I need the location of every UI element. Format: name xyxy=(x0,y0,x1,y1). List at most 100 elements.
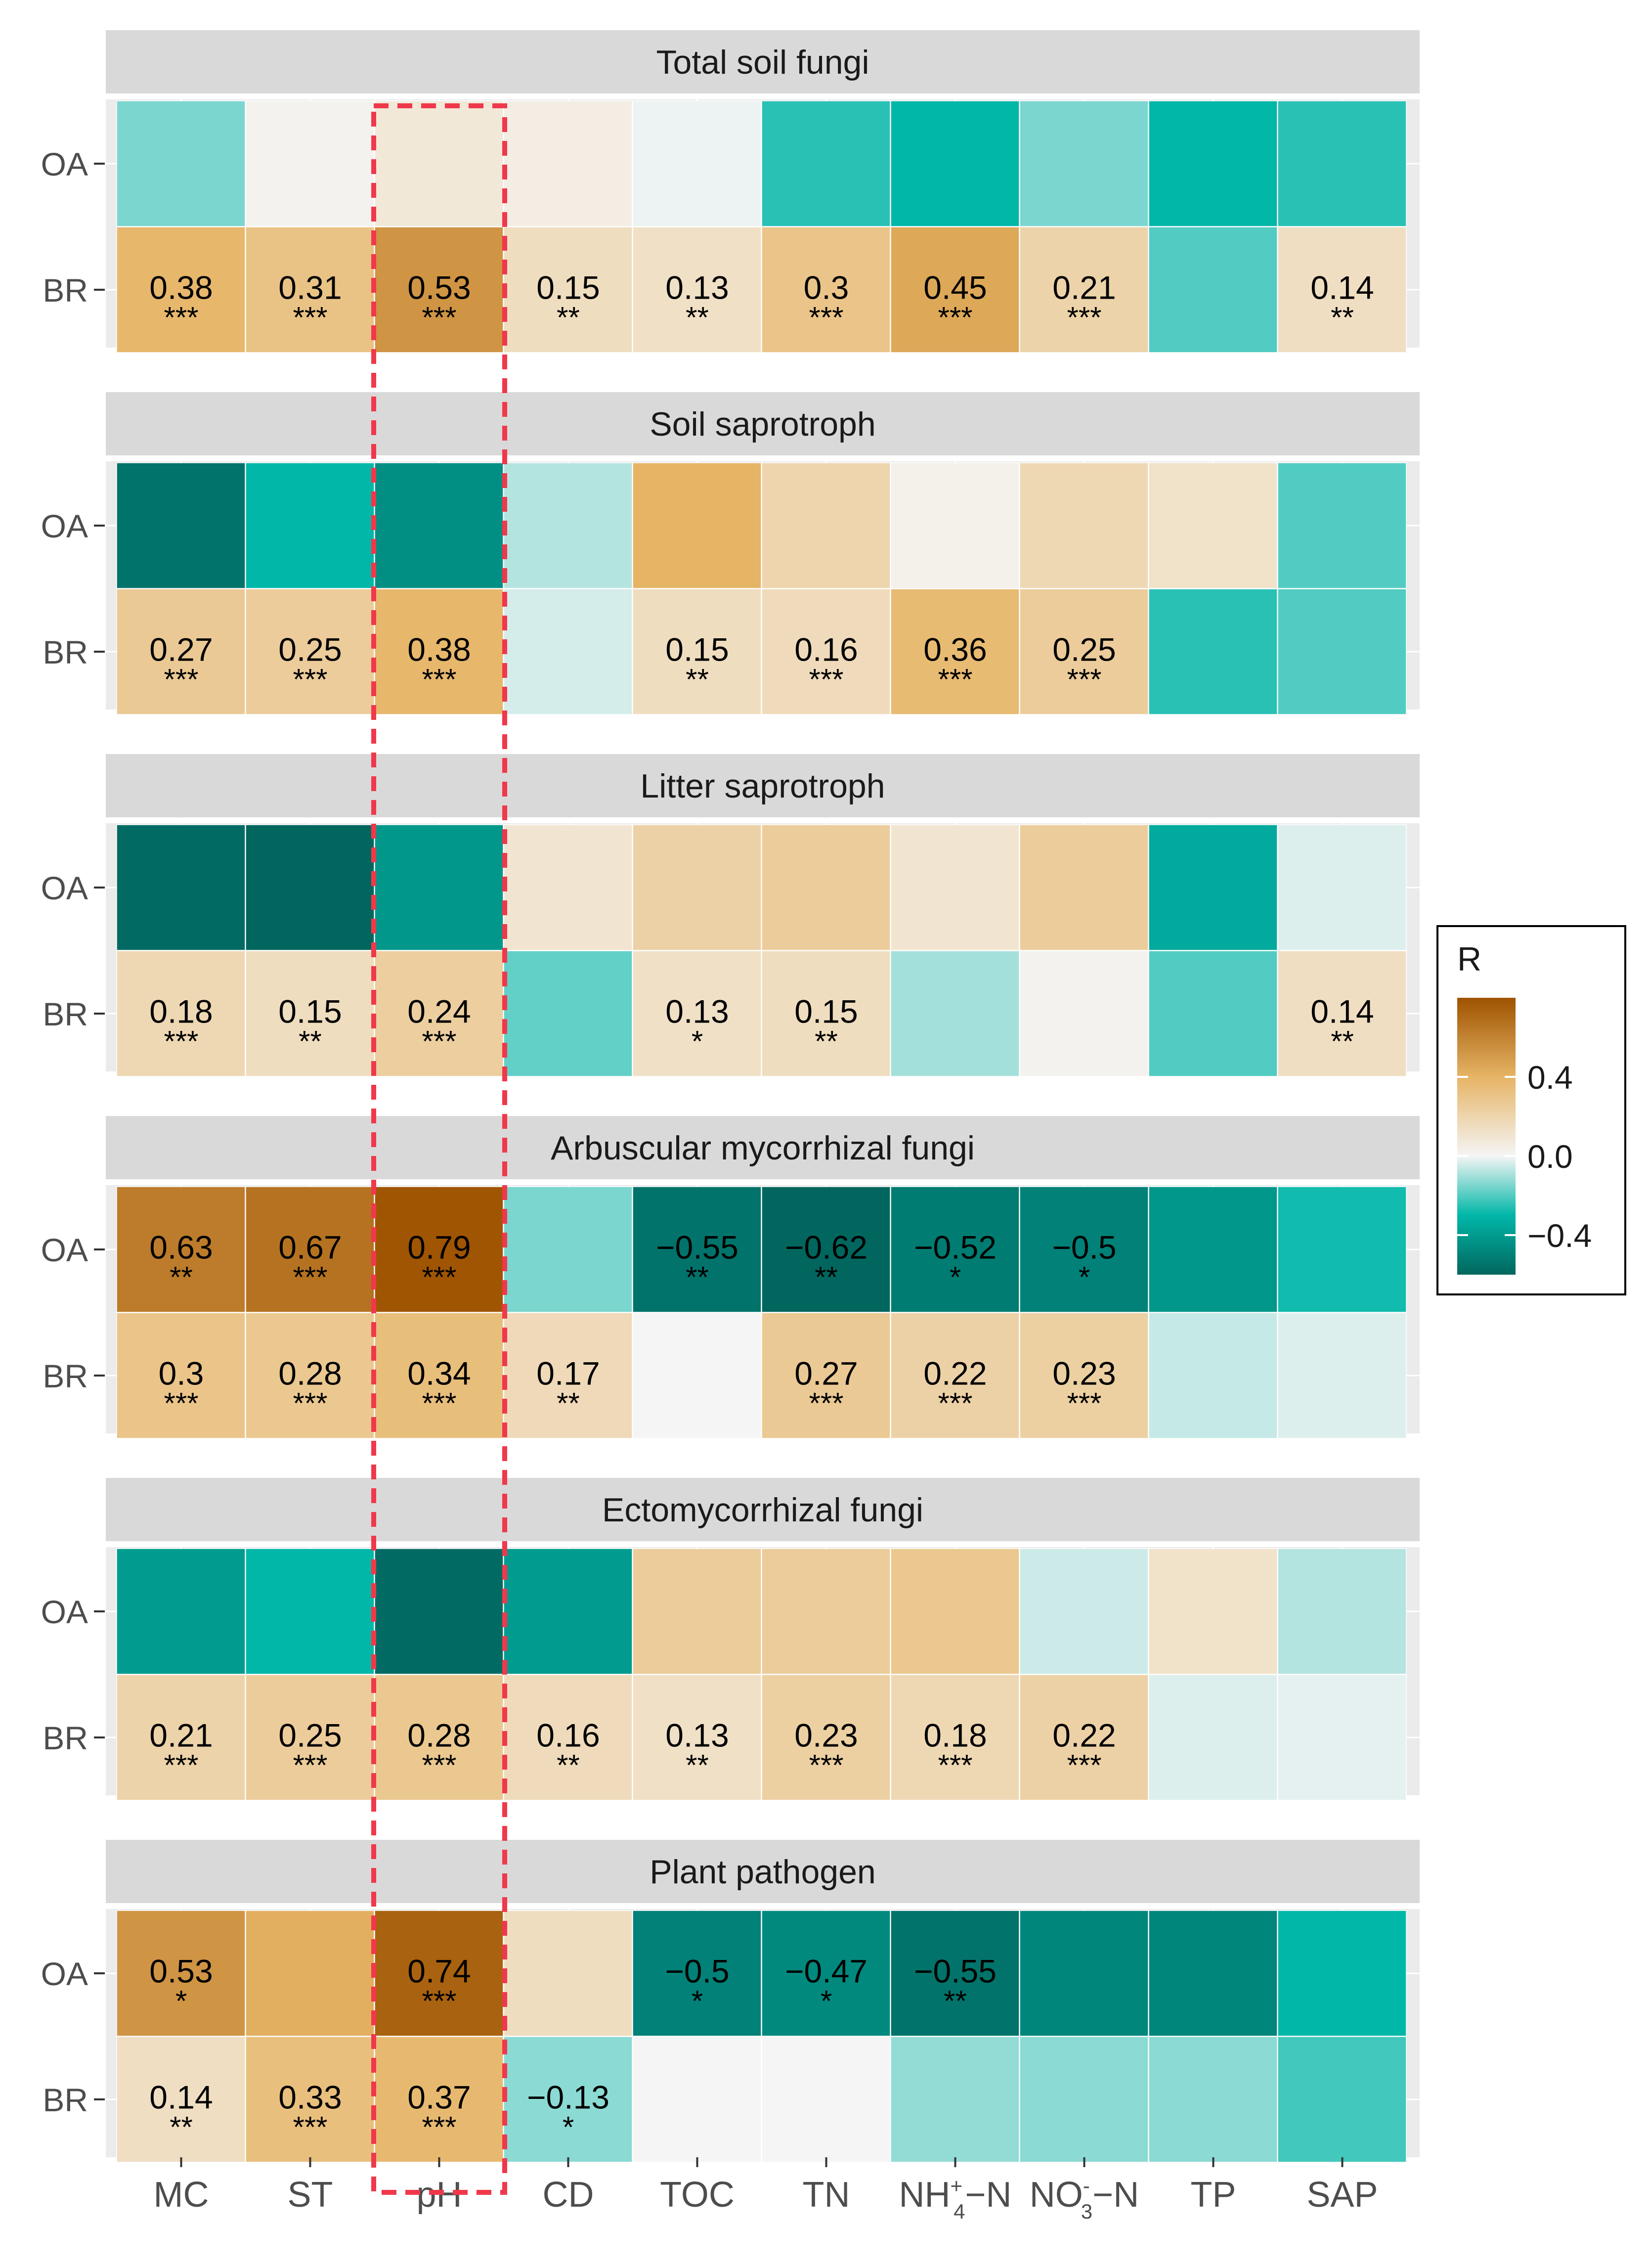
heatmap-cell-br-tp xyxy=(1148,588,1278,715)
heatmap-cell-oa-toc xyxy=(632,100,762,227)
heatmap-cell-oa-no-3-n xyxy=(1019,462,1149,589)
significance-stars: ** xyxy=(686,1261,709,1294)
heatmap-cell-oa-sap xyxy=(1277,1186,1407,1313)
panel-title: Soil saprotroph xyxy=(650,405,875,443)
heatmap-cell-br-mc xyxy=(116,1312,246,1439)
y-tick-label-oa: OA xyxy=(41,146,88,182)
panel-strip xyxy=(106,1840,1420,1903)
heatmap-cell-br-tn xyxy=(761,226,891,353)
heatmap-cell-oa-tn xyxy=(761,1548,891,1675)
heatmap-cell-br-cd xyxy=(503,588,633,715)
cell-value-label: 0.28 xyxy=(407,1717,471,1754)
heatmap-cell-oa-nh-4-n xyxy=(890,100,1020,227)
cell-value-label: 0.3 xyxy=(804,269,849,306)
cell-value-label: 0.27 xyxy=(794,1355,858,1392)
y-tick-label-br: BR xyxy=(43,1358,88,1394)
significance-stars: *** xyxy=(164,301,198,334)
significance-stars: *** xyxy=(422,663,456,696)
heatmap-cell-oa-tn xyxy=(761,1910,891,2037)
heatmap-cell-oa-st xyxy=(245,1910,375,2037)
heatmap-cell-br-tn xyxy=(761,1674,891,1801)
heatmap-cell-br-toc xyxy=(632,1674,762,1801)
heatmap-cell-oa-ph xyxy=(374,100,504,227)
heatmap-cell-br-nh-4-n xyxy=(890,588,1020,715)
cell-value-label: 0.15 xyxy=(794,993,858,1030)
heatmap-cell-br-st xyxy=(245,1674,375,1801)
heatmap-cell-oa-toc xyxy=(632,462,762,589)
significance-stars: *** xyxy=(422,1749,456,1782)
heatmap-cell-br-toc xyxy=(632,226,762,353)
cell-value-label: 0.13 xyxy=(665,269,729,306)
heatmap-cell-br-cd xyxy=(503,226,633,353)
cell-value-label: 0.3 xyxy=(159,1355,204,1392)
heatmap-cell-oa-tn xyxy=(761,462,891,589)
heatmap-cell-br-toc xyxy=(632,588,762,715)
heatmap-cell-br-nh-4-n xyxy=(890,2036,1020,2163)
heatmap-cell-br-tp xyxy=(1148,1674,1278,1801)
heatmap-cell-oa-no-3-n xyxy=(1019,1548,1149,1675)
cell-value-label: 0.37 xyxy=(407,2079,471,2116)
heatmap-cell-oa-cd xyxy=(503,462,633,589)
heatmap-cell-br-tp xyxy=(1148,226,1278,353)
y-tick-label-br: BR xyxy=(43,2082,88,2118)
heatmap-cell-oa-no-3-n xyxy=(1019,824,1149,951)
cell-value-label: 0.25 xyxy=(1052,631,1116,668)
cell-value-label: 0.24 xyxy=(407,993,471,1030)
panel-strip xyxy=(106,754,1420,817)
cell-value-label: 0.38 xyxy=(407,631,471,668)
heatmap-cell-br-st xyxy=(245,226,375,353)
significance-stars: ** xyxy=(944,1985,967,2018)
significance-stars: ** xyxy=(686,663,709,696)
x-tick-label-tn: TN xyxy=(803,2175,850,2215)
cell-value-label: 0.36 xyxy=(923,631,987,668)
heatmap-cell-oa-mc xyxy=(116,824,246,951)
significance-stars: *** xyxy=(164,1025,198,1058)
cell-value-label: 0.25 xyxy=(278,1717,342,1754)
heatmap-cell-br-tp xyxy=(1148,2036,1278,2163)
significance-stars: ** xyxy=(1331,1025,1354,1058)
significance-stars: *** xyxy=(422,2111,456,2144)
legend-tick-label: 0.4 xyxy=(1527,1059,1573,1096)
heatmap-cell-oa-tp xyxy=(1148,1548,1278,1675)
significance-stars: *** xyxy=(164,1749,198,1782)
heatmap-cell-br-mc xyxy=(116,950,246,1077)
panel-title: Litter saprotroph xyxy=(640,767,885,805)
heatmap-cell-oa-sap xyxy=(1277,100,1407,227)
heatmap-cell-oa-sap xyxy=(1277,462,1407,589)
heatmap-cell-oa-ph xyxy=(374,1910,504,2037)
significance-stars: *** xyxy=(293,301,327,334)
heatmap-cell-br-no-3-n xyxy=(1019,588,1149,715)
heatmap-cell-br-cd xyxy=(503,1674,633,1801)
heatmap-cell-br-tn xyxy=(761,588,891,715)
significance-stars: *** xyxy=(809,1387,843,1420)
heatmap-cell-br-no-3-n xyxy=(1019,1674,1149,1801)
panel-arbuscular-mycorrhizal-fungi: Arbuscular mycorrhizal fungi0.63**0.67**… xyxy=(41,1116,1420,1439)
heatmap-cell-br-ph xyxy=(374,950,504,1077)
heatmap-cell-oa-ph xyxy=(374,824,504,951)
heatmap-cell-oa-no-3-n xyxy=(1019,1186,1149,1313)
significance-stars: ** xyxy=(170,1261,193,1294)
cell-value-label: −0.13 xyxy=(527,2079,609,2116)
heatmap-cell-oa-mc xyxy=(116,1910,246,2037)
heatmap-cell-oa-sap xyxy=(1277,1548,1407,1675)
heatmap-cell-oa-st xyxy=(245,824,375,951)
heatmap-cell-oa-ph xyxy=(374,462,504,589)
heatmap-cell-oa-st xyxy=(245,462,375,589)
heatmap-cell-br-cd xyxy=(503,1312,633,1439)
significance-stars: *** xyxy=(422,301,456,334)
cell-value-label: 0.14 xyxy=(149,2079,213,2116)
cell-value-label: 0.53 xyxy=(407,269,471,306)
heatmap-cell-oa-cd xyxy=(503,1910,633,2037)
cell-value-label: 0.45 xyxy=(923,269,987,306)
x-tick-label-cd: CD xyxy=(543,2175,594,2215)
x-tick-label-sap: SAP xyxy=(1306,2175,1378,2215)
y-tick-label-oa: OA xyxy=(41,508,88,544)
heatmap-cell-br-sap xyxy=(1277,588,1407,715)
cell-value-label: 0.79 xyxy=(407,1229,471,1266)
significance-stars: *** xyxy=(938,1749,972,1782)
panel-plant-pathogen: Plant pathogen0.53*0.74***−0.5*−0.47*−0.… xyxy=(41,1840,1420,2163)
significance-stars: *** xyxy=(422,1025,456,1058)
y-tick-label-oa: OA xyxy=(41,1232,88,1268)
cell-value-label: 0.14 xyxy=(1310,993,1374,1030)
